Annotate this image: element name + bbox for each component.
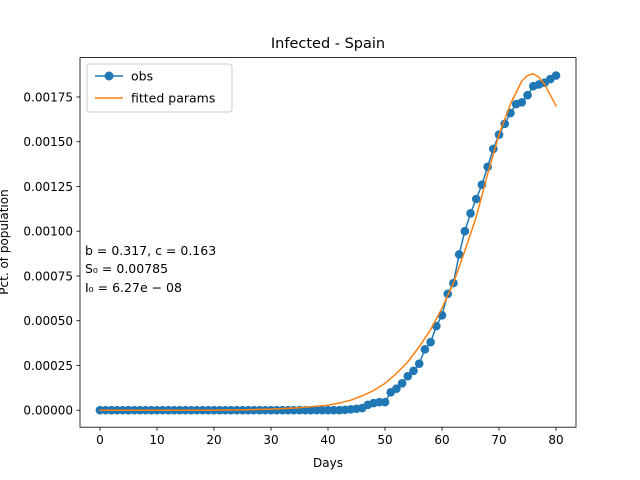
x-tick-label: 0 xyxy=(96,433,104,447)
annotation-line-2: S₀ = 0.00785 xyxy=(85,261,168,276)
fit-parameters-annotation: b = 0.317, c = 0.163 S₀ = 0.00785 I₀ = 6… xyxy=(85,243,216,295)
obs-data-point xyxy=(409,366,418,376)
y-tick-label: 0.00000 xyxy=(23,403,73,417)
y-tick-label: 0.00150 xyxy=(23,135,73,149)
legend: obs fitted params xyxy=(86,63,233,113)
obs-data-point xyxy=(523,90,532,100)
y-tick-label: 0.00050 xyxy=(23,314,73,328)
legend-obs-label: obs xyxy=(131,69,153,84)
chart-title: Infected - Spain xyxy=(271,36,385,52)
legend-obs-marker xyxy=(104,71,114,81)
y-tick-label: 0.00125 xyxy=(23,180,73,194)
x-tick-label: 60 xyxy=(434,433,449,447)
annotation-line-1: b = 0.317, c = 0.163 xyxy=(85,243,216,258)
series-layer xyxy=(95,71,561,415)
x-tick-label: 80 xyxy=(548,433,563,447)
x-axis-label: Days xyxy=(313,456,343,470)
obs-data-point xyxy=(392,384,401,394)
y-axis-label: Pct. of population xyxy=(0,189,11,294)
obs-data-point xyxy=(380,397,390,407)
legend-box xyxy=(86,63,233,113)
y-tick-label: 0.00175 xyxy=(23,90,73,104)
annotation-line-3: I₀ = 6.27e − 08 xyxy=(85,280,182,295)
obs-data-point xyxy=(420,345,430,354)
y-axis: 0.00000 0.00025 0.00050 0.00075 0.00100 0.001… xyxy=(23,90,80,417)
x-tick-label: 50 xyxy=(377,433,392,447)
obs-data-point xyxy=(403,371,413,381)
x-axis: 0 10 20 30 40 50 60 70 80 xyxy=(96,427,564,447)
obs-data-point xyxy=(414,359,424,368)
x-tick-label: 70 xyxy=(491,433,506,447)
fitted-params-series-line xyxy=(99,72,557,411)
obs-data-point xyxy=(397,379,407,388)
y-tick-label: 0.00075 xyxy=(23,269,73,283)
y-tick-label: 0.00025 xyxy=(23,359,73,373)
obs-data-point xyxy=(426,337,435,347)
obs-data-point xyxy=(454,250,464,259)
obs-data-point xyxy=(466,209,475,218)
obs-data-point xyxy=(551,71,561,80)
plot-area xyxy=(95,71,561,415)
obs-data-point xyxy=(460,226,470,236)
x-tick-label: 20 xyxy=(206,433,221,447)
y-tick-label: 0.00100 xyxy=(23,225,73,239)
x-tick-label: 40 xyxy=(320,433,335,447)
legend-fitted-label: fitted params xyxy=(131,91,215,106)
x-tick-label: 10 xyxy=(149,433,164,447)
obs-data-point xyxy=(517,98,527,107)
obs-data-point xyxy=(471,194,481,204)
x-tick-label: 30 xyxy=(263,433,278,447)
